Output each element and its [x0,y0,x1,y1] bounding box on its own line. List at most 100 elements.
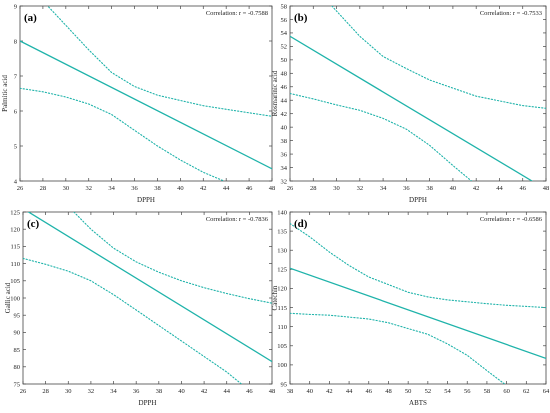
y-tick-label: 6 [14,108,18,115]
correlation-annotation: Correlation: r = -0.7836 [206,216,269,223]
y-tick-label: 125 [277,267,287,274]
y-tick-label: 95 [14,313,21,320]
y-tick-label: 46 [281,84,288,91]
series-upper-ci [47,6,272,117]
x-tick-label: 40 [177,185,184,192]
y-tick-label: 115 [277,305,287,312]
y-tick-label: 135 [277,228,287,235]
x-tick-label: 46 [246,185,253,192]
panel-label: (a) [24,12,37,24]
y-tick-label: 7 [14,73,18,80]
x-tick-label: 42 [326,388,333,395]
y-tick-label: 58 [281,3,288,10]
y-tick-label: 85 [14,347,21,354]
correlation-annotation: Correlation: r = -0.7588 [206,10,268,17]
x-tick-label: 26 [17,185,24,192]
y-tick-label: 120 [10,227,20,234]
x-tick-label: 28 [310,185,317,192]
x-axis-label: DPPH [137,196,155,204]
series-lower-ci [23,257,242,384]
y-tick-label: 38 [281,138,288,145]
series-fit [290,267,546,360]
chart-panel-1: 26 28 30 32 34 36 38 40 42 44 46 48 4 5 6 7 8 9 (a) Correla… [1,3,276,204]
x-tick-label: 44 [223,185,230,192]
y-tick-label: 100 [277,362,287,369]
x-tick-label: 44 [223,388,230,395]
x-tick-label: 30 [65,388,72,395]
y-tick-label: 4 [14,178,18,185]
x-tick-label: 28 [40,185,47,192]
series-fit [290,35,533,181]
x-tick-label: 32 [88,388,95,395]
x-tick-label: 48 [543,185,550,192]
y-tick-label: 34 [281,165,288,172]
x-tick-label: 36 [131,185,138,192]
x-tick-label: 56 [464,388,471,395]
plot-frame [19,5,273,182]
x-tick-label: 40 [306,388,313,395]
x-axis-label: DPPH [409,196,427,204]
series-group [290,222,546,384]
series-group [23,212,272,384]
x-tick-label: 28 [42,388,49,395]
x-tick-label: 38 [287,388,294,395]
y-tick-label: 56 [281,17,288,24]
x-axis-label: ABTS [409,399,427,407]
series-fit [20,40,272,170]
y-axis-label: Gallic acid [4,282,12,313]
y-axis-label: Rosmarinic acid [271,70,279,116]
x-tick-label: 60 [503,388,510,395]
x-tick-label: 32 [85,185,92,192]
x-tick-label: 42 [473,185,480,192]
x-tick-label: 34 [108,185,115,192]
series-lower-ci [20,87,225,181]
series-group [20,6,272,181]
y-tick-label: 125 [10,209,20,216]
y-tick-label: 44 [281,98,288,105]
series-upper-ci [290,222,546,309]
plot-frame [289,5,547,182]
x-tick-label: 46 [366,388,373,395]
y-tick-label: 110 [10,261,20,268]
x-tick-label: 58 [484,388,491,395]
chart-panel-2: 26 28 30 32 34 36 38 40 42 44 46 48 32 34 36 38 40 42 44 46… [271,3,549,204]
x-tick-label: 54 [444,388,451,395]
y-tick-label: 120 [277,286,287,293]
x-tick-label: 48 [385,388,392,395]
y-tick-label: 5 [14,143,17,150]
y-tick-label: 54 [281,30,288,37]
x-tick-label: 46 [519,185,526,192]
y-tick-label: 105 [277,343,287,350]
series-upper-ci [331,6,546,109]
y-tick-label: 75 [14,381,21,388]
y-tick-label: 130 [277,248,287,255]
y-tick-label: 8 [14,38,17,45]
x-tick-label: 34 [380,185,387,192]
x-tick-label: 40 [178,388,185,395]
x-tick-label: 40 [450,185,457,192]
x-tick-label: 30 [333,185,340,192]
x-axis-label: DPPH [139,399,157,407]
x-tick-label: 46 [246,388,253,395]
x-tick-label: 52 [425,388,432,395]
y-axis-label: Catechin [271,285,279,310]
x-tick-label: 44 [346,388,353,395]
panel-label: (d) [294,218,308,230]
x-tick-label: 38 [154,185,161,192]
plot-frame [289,211,547,385]
x-tick-label: 36 [133,388,140,395]
y-tick-label: 115 [10,244,20,251]
correlation-annotation: Correlation: r = -0.7533 [480,10,542,17]
x-tick-label: 36 [403,185,410,192]
series-fit [27,212,272,363]
panel-label: (c) [27,218,40,230]
y-axis-label: Palmitic acid [1,75,9,112]
y-tick-label: 50 [281,57,288,64]
y-tick-label: 36 [281,151,288,158]
plot-frame [22,211,273,385]
correlation-annotation: Correlation: r = -0.6586 [480,216,543,223]
x-tick-label: 38 [156,388,163,395]
x-tick-label: 48 [269,185,276,192]
series-upper-ci [73,212,272,304]
y-tick-label: 40 [281,124,288,131]
